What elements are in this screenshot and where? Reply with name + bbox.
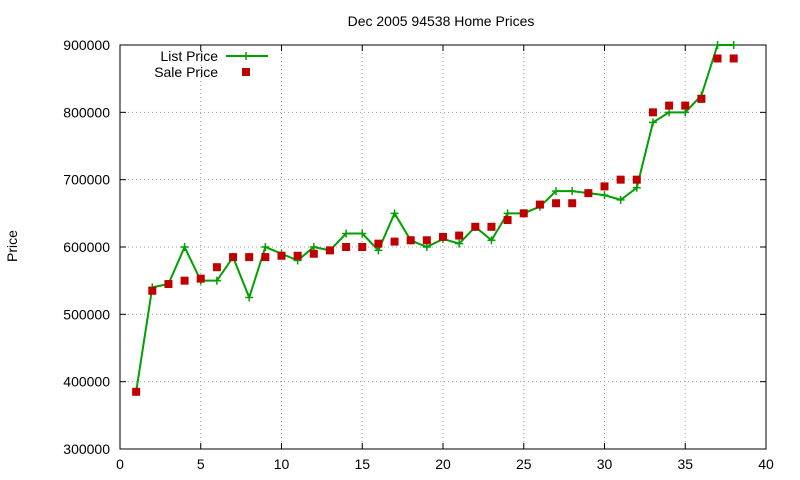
- y-tick-label: 900000: [63, 37, 110, 53]
- data-point: [584, 189, 593, 198]
- data-point: [632, 183, 641, 192]
- data-point: [729, 54, 738, 63]
- x-tick-label: 20: [435, 456, 451, 472]
- x-tick-label: 40: [758, 456, 774, 472]
- data-point: [503, 216, 512, 225]
- y-tick-label: 500000: [63, 306, 110, 322]
- data-point: [568, 187, 577, 196]
- data-point: [519, 209, 528, 218]
- y-tick-label: 800000: [63, 104, 110, 120]
- data-point: [487, 236, 496, 245]
- data-point: [552, 199, 561, 208]
- series: [132, 41, 738, 396]
- legend-marker: [242, 52, 250, 60]
- data-point: [164, 280, 173, 289]
- legend-label: List Price: [160, 48, 218, 64]
- chart-title: Dec 2005 94538 Home Prices: [348, 13, 535, 29]
- data-point: [180, 276, 189, 285]
- data-point: [196, 274, 205, 283]
- data-point: [229, 253, 238, 262]
- data-point: [374, 246, 383, 255]
- x-tick-label: 5: [197, 456, 205, 472]
- data-point: [358, 229, 367, 238]
- data-point: [132, 387, 141, 396]
- data-point: [390, 209, 399, 218]
- data-point: [665, 101, 674, 110]
- x-tick-label: 0: [116, 456, 124, 472]
- data-point: [406, 236, 415, 245]
- y-tick-label: 700000: [63, 172, 110, 188]
- data-point: [422, 236, 431, 245]
- data-point: [212, 276, 221, 285]
- legend-item: Sale Price: [154, 64, 250, 80]
- data-point: [616, 175, 625, 184]
- y-axis-label: Price: [4, 230, 20, 262]
- data-point: [342, 229, 351, 238]
- data-point: [422, 243, 431, 251]
- data-point: [342, 243, 351, 251]
- data-point: [293, 251, 302, 260]
- data-point: [471, 222, 480, 231]
- data-point: [455, 231, 464, 240]
- y-tick-label: 400000: [63, 374, 110, 390]
- data-point: [648, 118, 657, 127]
- series-list-price: [132, 41, 738, 396]
- data-point: [568, 199, 577, 208]
- data-point: [697, 94, 706, 103]
- x-tick-label: 25: [516, 456, 532, 472]
- x-tick-label: 10: [274, 456, 290, 472]
- series-line: [135, 44, 734, 392]
- x-tick-label: 30: [597, 456, 613, 472]
- data-point: [729, 41, 738, 49]
- data-point: [665, 108, 674, 117]
- data-point: [374, 239, 383, 248]
- data-point: [681, 101, 690, 110]
- y-tick-label: 300000: [63, 441, 110, 457]
- legend-label: Sale Price: [154, 64, 218, 80]
- x-tick-label: 15: [354, 456, 370, 472]
- data-point: [212, 263, 221, 272]
- data-point: [439, 232, 447, 241]
- data-point: [358, 243, 367, 251]
- axes: 0 5 10 15 20 25 30 35 40 300000 400000 500000 600000…: [63, 37, 774, 472]
- data-point: [552, 187, 561, 196]
- data-point: [648, 108, 657, 117]
- data-point: [455, 239, 464, 248]
- y-tick-label: 600000: [63, 239, 110, 255]
- data-point: [148, 286, 157, 295]
- data-point: [535, 200, 544, 209]
- data-point: [713, 41, 722, 49]
- data-point: [600, 182, 609, 191]
- data-point: [487, 222, 496, 231]
- data-point: [713, 54, 722, 63]
- legend-marker: [242, 68, 250, 76]
- data-point: [180, 243, 189, 251]
- series-sale-price: [132, 54, 738, 396]
- data-point: [309, 243, 318, 251]
- data-point: [261, 253, 270, 262]
- grid-lines: [120, 45, 766, 449]
- x-tick-label: 35: [677, 456, 693, 472]
- data-point: [681, 108, 690, 117]
- data-point: [390, 237, 399, 246]
- data-point: [503, 209, 512, 218]
- data-point: [261, 243, 270, 251]
- data-point: [600, 191, 609, 200]
- data-point: [245, 293, 254, 302]
- data-point: [632, 175, 641, 184]
- data-point: [277, 251, 286, 260]
- data-point: [325, 246, 334, 255]
- data-point: [616, 195, 625, 204]
- legend-item: List Price: [160, 48, 268, 64]
- data-point: [245, 253, 254, 262]
- data-point: [309, 249, 318, 258]
